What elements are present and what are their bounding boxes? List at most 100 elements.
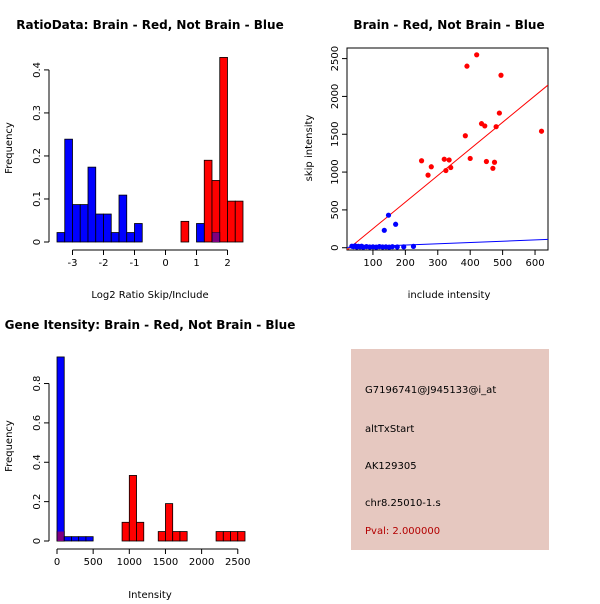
gene-histogram-title: Gene Itensity: Brain - Red, Not Brain - … [5,318,296,332]
scatter-point-brain [498,72,504,78]
gene-histogram-y-tick-label: 0.2 [32,494,43,510]
ratio-histogram-bar-not-brain [134,223,143,243]
gene-histogram-bar-brain [222,531,231,542]
ratio-histogram-y-tick-label: 0.4 [32,62,43,78]
ratio-histogram-bar-brain [203,159,213,243]
gene-histogram-y-tick-label: 0 [32,538,43,544]
gene-histogram-bar-brain [172,531,181,542]
scatter-point-not-brain [410,243,417,249]
scatter-x-tick-label: 300 [428,258,447,269]
gene-histogram-bar-brain [230,531,239,542]
ratio-histogram-bar-brain [234,200,244,243]
scatter-x-tick-label: 600 [525,258,544,269]
ratio-histogram: RatioData: Brain - Red, Not Brain - Blue… [4,18,284,301]
gene-histogram-y-tick-label: 0.6 [32,415,43,431]
ratio-histogram-bar-not-brain [72,204,81,243]
ratio-histogram-x-tick-label: -3 [68,258,78,269]
scatter-point-not-brain [393,221,399,227]
probe-id: G7196741@J945133@i_at [365,385,497,396]
gene-histogram-x-tick-label: 0 [54,557,60,568]
gene-histogram-xlabel: Intensity [128,590,172,600]
ratio-histogram-x-tick-label: -1 [130,258,140,269]
scatter-y-tick-label: 500 [330,200,341,219]
ratio-histogram-x-tick-label: 2 [224,258,230,269]
scatter-point-brain [443,167,449,174]
ratio-histogram-bar-not-brain [87,166,97,243]
scatter-title: Brain - Red, Not Brain - Blue [353,18,544,32]
gene-histogram-bar-not-brain [78,536,87,542]
ratio-histogram-bar-not-brain [95,213,104,243]
p-value: Pval: 2.000000 [365,526,441,537]
scatter-point-brain [462,133,468,139]
scatter-point-brain [425,172,431,178]
scatter-x-tick-label: 100 [363,258,382,269]
gene-histogram-x-tick-label: 1000 [117,557,142,568]
scatter-point-brain [491,159,498,165]
event-type: altTxStart [365,424,415,435]
ratio-histogram-bar-not-brain [56,232,66,243]
gene-histogram-bar-brain [179,531,188,542]
scatter-point-not-brain [389,244,395,250]
scatter-ylabel: skip intensity [304,115,315,182]
ratio-histogram-bar-not-brain [110,232,120,243]
ratio-histogram-x-tick-label: 0 [162,258,168,269]
scatter-point-brain [496,110,502,116]
scatter-point-brain [446,157,452,163]
scatter-point-brain [490,165,496,171]
ratio-histogram-bar-not-brain [196,223,205,243]
scatter-y-tick-label: 2500 [330,46,341,71]
ratio-histogram-bar-not-brain [126,232,135,243]
gene-histogram-bar-brain [128,475,137,542]
ratio-histogram-x-tick-label: 1 [193,258,199,269]
ratio-histogram-bar-brain [180,220,190,243]
scatter-point-brain [493,124,499,130]
gene-histogram-bar-brain [237,531,246,542]
ratio-histogram-y-tick-label: 0.2 [32,148,43,164]
scatter-x-tick-label: 200 [396,258,415,269]
scatter-point-not-brain [394,244,400,250]
scatter-y-tick-label: 2000 [330,84,341,109]
scatter-x-tick-label: 400 [461,258,480,269]
scatter-point-brain [467,155,473,162]
ratio-histogram-bar-overlap [212,232,220,242]
scatter-point-brain [448,164,454,171]
accession-id: AK129305 [365,461,417,472]
gene-histogram-bar-brain [121,521,130,542]
gene-histogram-bar-brain [157,531,166,542]
scatter-point-brain [483,158,490,165]
ratio-histogram-bar-not-brain [79,204,89,243]
ratio-histogram-bar-not-brain [64,138,73,243]
scatter-x-tick-label: 500 [493,258,512,269]
scatter-y-tick-label: 1500 [330,122,341,147]
scatter-plot-frame [346,47,549,251]
gene-histogram-bar-brain [136,521,145,542]
ratio-histogram-bar-brain [227,200,236,243]
ratio-histogram-bar-brain [219,57,228,243]
probe-info-panel: G7196741@J945133@i_at altTxStart AK12930… [351,349,549,550]
ratio-histogram-x-tick-label: -2 [99,258,109,269]
intensity-scatter: Brain - Red, Not Brain - Blue include in… [304,18,549,301]
scatter-fit-line-brain [347,84,548,250]
ratio-histogram-ylabel: Frequency [4,122,15,174]
scatter-xlabel: include intensity [408,290,491,301]
scatter-point-not-brain [381,227,387,233]
scatter-y-tick-label: 1000 [330,159,341,184]
gene-histogram-bar-not-brain [71,536,80,542]
gene-histogram-x-tick-label: 1500 [153,557,178,568]
gene-histogram-y-tick-label: 0.4 [32,454,43,470]
ratio-histogram-y-tick-label: 0.3 [32,105,43,121]
scatter-point-brain [474,52,480,58]
scatter-y-tick-label: 0 [330,245,341,251]
gene-histogram-bar-not-brain [85,536,94,542]
gene-histogram-bar-not-brain [63,536,72,542]
ratio-histogram-title: RatioData: Brain - Red, Not Brain - Blue [16,18,283,32]
ratio-histogram-bar-not-brain [103,213,112,243]
gene-histogram-bar-overlap [57,531,64,541]
gene-histogram-y-tick-label: 0.8 [32,376,43,392]
scatter-point-brain [441,156,447,162]
scatter-point-brain [464,63,470,69]
scatter-point-brain [428,164,434,170]
ratio-histogram-bar-not-brain [118,194,128,243]
